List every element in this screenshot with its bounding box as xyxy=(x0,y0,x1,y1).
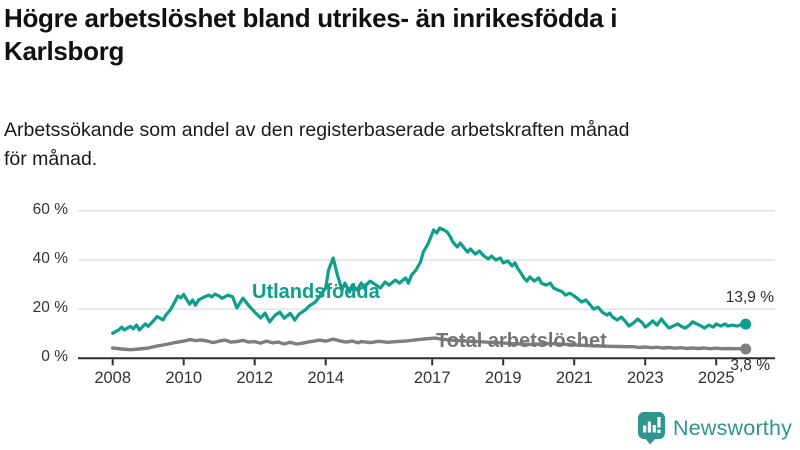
end-value-label-utlandsfodda: 13,9 % xyxy=(725,289,774,306)
chart-subtitle-line-2: för månad. xyxy=(4,148,98,170)
x-tick-label: 2014 xyxy=(307,369,345,387)
end-value-label-total: 3,8 % xyxy=(730,357,770,374)
newsworthy-logo-text: Newsworthy xyxy=(673,415,793,440)
x-tick-label: 2019 xyxy=(484,369,522,387)
series-line-utlandsfodda xyxy=(111,226,748,335)
series-end-dot-utlandsfodda xyxy=(740,318,752,330)
chart-title-line-1: Högre arbetslöshet bland utrikes- än inr… xyxy=(4,3,618,33)
series-label-utlandsfodda: Utlandsfödda xyxy=(252,281,380,303)
series-end-dot-total xyxy=(740,343,752,355)
x-tick-label: 2025 xyxy=(697,369,735,387)
y-tick-label: 20 % xyxy=(32,299,68,317)
x-tick-label: 2021 xyxy=(555,369,593,387)
bar-chart-speech-bubble-icon xyxy=(638,412,665,445)
y-tick-label: 0 % xyxy=(41,348,68,366)
x-tick-label: 2010 xyxy=(165,369,203,387)
x-tick-label: 2023 xyxy=(626,369,664,387)
y-tick-label: 60 % xyxy=(32,200,68,218)
x-tick-label: 2017 xyxy=(413,369,451,387)
chart-subtitle-line-1: Arbetssökande som andel av den registerb… xyxy=(4,119,630,141)
y-tick-label: 40 % xyxy=(32,249,68,267)
series-line-total xyxy=(110,336,748,352)
chart-title: Högre arbetslöshet bland utrikes- än inr… xyxy=(4,2,617,68)
x-tick-label: 2008 xyxy=(94,369,132,387)
chart-subtitle: Arbetssökande som andel av den registerb… xyxy=(4,116,629,174)
series-label-total-arbetsloshet: Total arbetslöshet xyxy=(436,330,607,352)
newsworthy-logo: Newsworthy xyxy=(637,411,792,445)
x-tick-label: 2012 xyxy=(236,369,274,387)
chart-title-line-2: Karlsborg xyxy=(4,36,125,66)
